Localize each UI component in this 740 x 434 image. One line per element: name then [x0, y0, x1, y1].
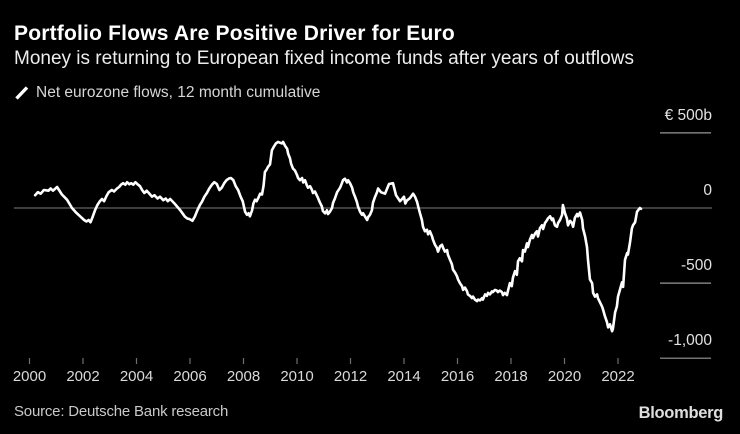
legend: Net eurozone flows, 12 month cumulative: [14, 84, 320, 102]
x-axis-label: 2022: [601, 368, 635, 385]
chart-title: Portfolio Flows Are Positive Driver for …: [14, 22, 455, 45]
x-axis-label: 2004: [119, 368, 154, 385]
chart-subtitle: Money is returning to European fixed inc…: [14, 48, 634, 69]
x-axis-label: 2010: [280, 368, 314, 385]
x-axis-label: 2000: [12, 368, 47, 385]
x-axis-label: 2012: [333, 368, 368, 385]
x-axis-label: 2020: [547, 368, 582, 385]
x-axis-label: 2002: [66, 368, 100, 385]
data-line: [33, 140, 643, 333]
y-axis-label: -1,000: [668, 332, 712, 350]
legend-slash-icon: [15, 86, 29, 100]
bloomberg-logo: Bloomberg: [638, 404, 724, 422]
y-axis-label: 0: [703, 182, 712, 199]
legend-label: Net eurozone flows, 12 month cumulative: [36, 84, 321, 101]
x-axis-label: 2008: [226, 368, 261, 385]
y-axis-label: -500: [680, 257, 712, 275]
source-note: Source: Deutsche Bank research: [14, 403, 229, 420]
x-axis-label: 2006: [173, 368, 207, 385]
x-axis-label: 2016: [440, 368, 475, 385]
y-axis-label: € 500b: [664, 106, 712, 124]
x-axis-label: 2018: [494, 368, 528, 385]
x-axis-label: 2014: [387, 368, 421, 385]
